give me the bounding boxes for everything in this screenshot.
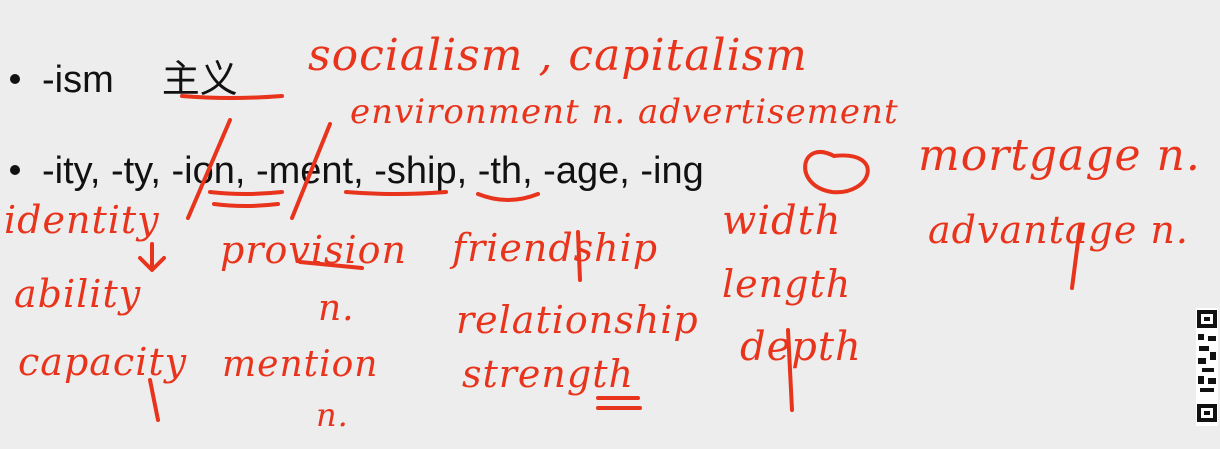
suffix-text-2: , [234,150,256,192]
th-example-3: depth [740,324,862,370]
qr-code-icon [1196,308,1218,426]
bullet-dot [10,164,20,175]
ion-example-1-pos: n. [318,288,355,329]
suffix-ship: ship [386,150,457,192]
age-example: advantage n. [928,208,1189,252]
slash-1 [186,118,232,220]
th-example-1: width [722,198,842,244]
circle-ing [803,150,870,195]
ship-example-2: relationship [456,298,699,342]
underline-ship [476,192,540,202]
ment-examples: environment n. advertisement [350,92,899,132]
bullet-ism: -ism 主义 [10,48,238,103]
suffix-text-3: , - [353,150,387,192]
bullet-dot [10,73,20,84]
suffix-ism: -ism [42,59,114,101]
underline-ment [344,190,448,196]
ion-example-2-pos: n. [316,396,349,434]
stroke-friendship [576,230,582,282]
ing-example: mortgage n. [918,130,1201,181]
ship-example-1: friendship [452,226,659,270]
ion-example-2: mention [222,344,379,385]
underline-ion-1 [208,190,284,196]
underline-ion-2 [212,202,280,208]
bullet-suffixes: -ity, -ty, -ion, -ment, -ship, -th, -age… [10,150,704,193]
arrow-capacity [148,378,160,422]
meaning-ism: 主义 [161,57,238,101]
ism-examples: socialism , capitalism [308,30,808,81]
suffix-text-4: , -th, -age, - [456,150,654,192]
ity-example-1: identity [4,198,160,242]
ity-example-3: capacity [18,340,188,384]
underline-strength [596,396,642,410]
ship-example-3: strength [462,352,634,396]
suffix-ing: ing [653,150,704,192]
underline-ism-meaning [180,94,284,100]
suffix-text-1: -ity, -ty, [42,150,172,192]
th-example-2: length [722,262,852,306]
underline-provision [298,260,364,270]
arrow-identity [138,242,166,272]
ity-example-2: ability [14,272,142,316]
slash-2 [290,122,332,220]
stroke-depth [786,328,794,412]
stroke-advantage [1070,224,1082,290]
